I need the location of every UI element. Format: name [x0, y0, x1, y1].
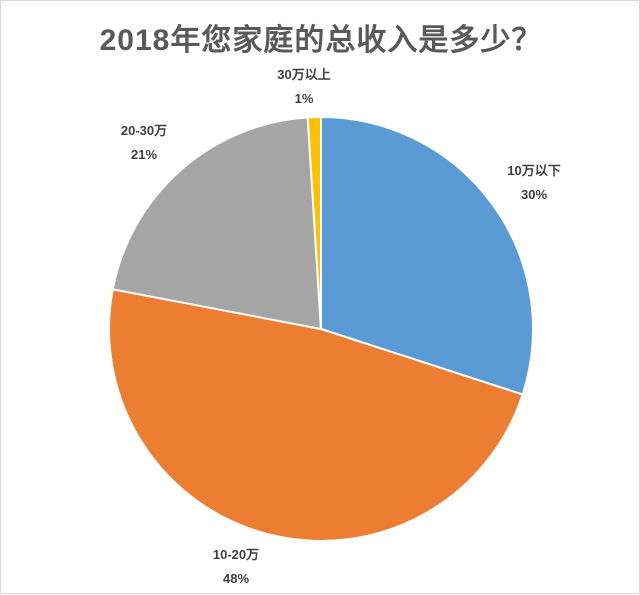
slice-under-10w: [320, 115, 534, 396]
label-10-20w-percent: 48%: [222, 571, 250, 586]
label-under-10w-percent: 30%: [520, 187, 548, 202]
label-10-20w-category: 10-20万: [212, 547, 260, 562]
pie-slices: [108, 115, 534, 542]
label-under-10w: 10万以下 30%: [499, 159, 569, 207]
label-20-30w-percent: 21%: [130, 147, 158, 162]
label-over-30w-percent: 1%: [294, 91, 314, 106]
chart-title: 2018年您家庭的总收入是多少？: [99, 24, 543, 57]
label-20-30w-category: 20-30万: [120, 123, 168, 138]
slice-over-30w: [306, 115, 322, 330]
label-over-30w: 30万以上 1%: [264, 63, 344, 111]
label-20-30w: 20-30万 21%: [109, 119, 179, 167]
label-under-10w-category: 10万以下: [507, 163, 561, 178]
label-10-20w: 10-20万 48%: [201, 543, 271, 591]
label-over-30w-category: 30万以上: [277, 67, 331, 82]
slice-10-20w: [108, 288, 524, 542]
slice-20-30w: [111, 116, 323, 331]
